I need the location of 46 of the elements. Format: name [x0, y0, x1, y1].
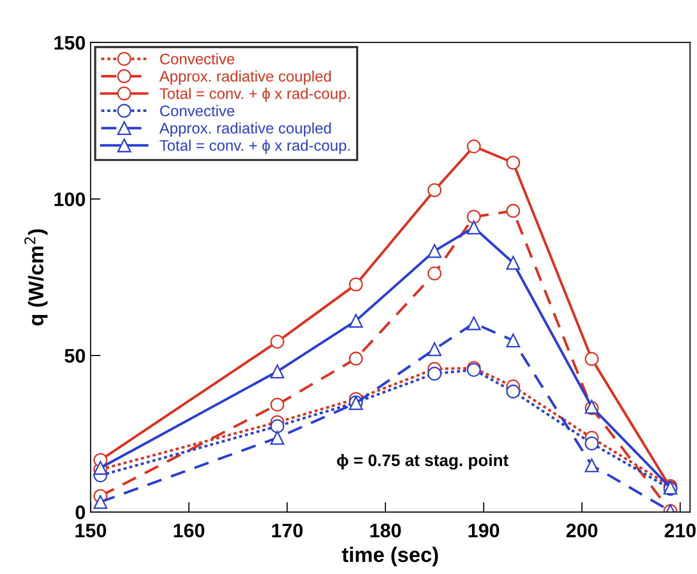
x-tick-label: 170 — [272, 524, 303, 538]
point — [270, 364, 284, 378]
x-tick-label: 190 — [468, 524, 500, 538]
point — [466, 220, 481, 234]
point — [466, 210, 481, 224]
point — [506, 204, 520, 218]
legend-label: Approx. radiative coupled — [159, 70, 331, 85]
point — [506, 156, 520, 170]
legend-label: Convective — [160, 53, 234, 64]
y-tick-label: 100 — [54, 192, 85, 206]
point — [428, 244, 442, 258]
point — [93, 495, 108, 509]
point — [506, 384, 520, 398]
point — [270, 334, 284, 349]
x-axis-title: time (sec) — [342, 546, 438, 566]
y-tick-label: 0 — [76, 505, 85, 520]
point — [428, 366, 442, 381]
point — [270, 419, 284, 434]
x-tick-label: 210 — [664, 524, 696, 538]
point — [506, 256, 520, 270]
point — [270, 430, 284, 445]
point — [270, 398, 284, 412]
y-tick-label: 150 — [54, 36, 85, 50]
point — [348, 352, 363, 366]
point — [428, 183, 442, 198]
y-axis-title: q (W/cm$^{2}$) — [24, 229, 48, 326]
x-tick-label: 150 — [76, 524, 106, 538]
point — [348, 277, 363, 292]
x-tick-label: 200 — [566, 524, 598, 538]
legend-label: Convective — [160, 105, 234, 116]
point — [506, 334, 520, 348]
y-tick-label: 50 — [64, 348, 85, 363]
point — [466, 316, 481, 330]
legend-label: Total = conv. + ϕ x rad-coup. — [160, 140, 350, 154]
x-tick-label: 180 — [370, 524, 401, 538]
legend-label: Approx. radiative coupled — [159, 122, 331, 137]
point — [348, 314, 363, 328]
point — [428, 266, 442, 280]
point — [584, 436, 599, 450]
x-tick-label: 160 — [174, 524, 204, 538]
point — [428, 342, 442, 356]
point — [584, 352, 599, 366]
annotation: ϕ = 0.75 at stag. point — [337, 454, 508, 470]
point — [584, 458, 599, 472]
point — [466, 139, 481, 154]
legend-label: Total = conv. + ϕ x rad-coup. — [160, 88, 350, 102]
